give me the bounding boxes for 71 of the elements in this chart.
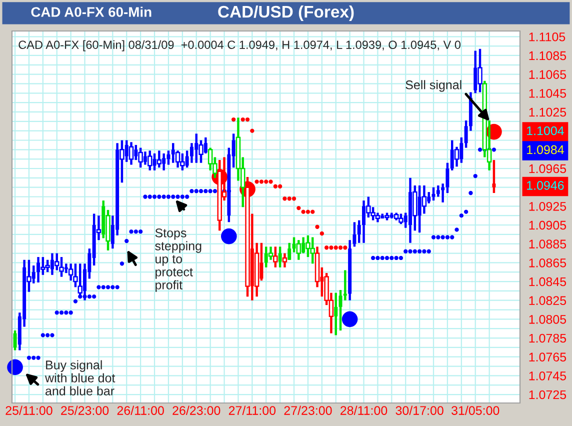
point	[250, 128, 254, 133]
candlestick	[432, 186, 436, 202]
point	[231, 117, 236, 122]
candlestick	[296, 238, 302, 261]
annotation: Stops stepping up to protect profit	[155, 228, 202, 292]
candlestick	[156, 149, 162, 169]
annotation: Buy signal with blue dot and blue bar	[45, 360, 116, 396]
y-tick-label: 1.0745	[529, 371, 566, 380]
text: CAD A0-FX 60-Min	[31, 6, 152, 17]
point	[343, 246, 348, 250]
y-tick-label: 1.1025	[529, 108, 566, 117]
y-tick-label: 1.0885	[529, 240, 566, 248]
y-tick-label: 1.0965	[529, 164, 566, 174]
x-tick-label: 27/23:00	[284, 406, 332, 415]
annotation: Sell signal	[406, 80, 462, 92]
candlestick	[492, 158, 496, 194]
x-tick-label: 25/11:00	[6, 406, 52, 415]
x-tick-label: 28/11:00	[340, 406, 388, 415]
y-tick-label: 1.0825	[529, 296, 566, 305]
y-tick-label: 1.0865	[529, 258, 566, 268]
point	[329, 246, 334, 250]
y-tick-label: 1.1105	[529, 32, 566, 42]
y-tick-label: 1.1085	[529, 51, 566, 60]
point	[287, 196, 292, 201]
y-tick-label: 1.0925	[529, 202, 566, 211]
y-tick-label: 1.1045	[529, 88, 566, 98]
point	[334, 246, 338, 250]
point	[268, 180, 273, 184]
y-tick-label: 1.1065	[529, 70, 566, 79]
text: CAD A0-FX [60-Min] 08/31/09 +0.0004 C 1.0949, H 1.0974, L 1.0939, O 1.0945, V 0	[18, 40, 461, 52]
x-tick-label: 27/11:00	[228, 406, 276, 415]
text: 1.0946	[527, 181, 564, 190]
y-tick-label: 1.0725	[529, 390, 566, 400]
candlestick	[138, 146, 143, 169]
point	[273, 184, 278, 188]
candlestick	[128, 141, 134, 166]
point	[315, 224, 320, 229]
point	[320, 231, 324, 236]
point	[282, 196, 287, 201]
x-tick-label: 26/11:00	[117, 406, 164, 415]
point	[296, 206, 301, 210]
candlestick	[288, 242, 292, 261]
y-tick-label: 1.0785	[529, 334, 566, 343]
point	[324, 246, 329, 250]
y-tick-label: 1.0765	[529, 352, 566, 362]
chart-title: CAD/USD (Forex)	[218, 5, 354, 21]
y-tick-label: 1.0905	[529, 220, 566, 230]
point	[254, 180, 259, 184]
x-tick-label: 25/23:00	[61, 406, 109, 415]
point	[338, 246, 343, 250]
candlestick	[278, 246, 282, 268]
point	[264, 180, 268, 184]
candlestick	[148, 149, 152, 172]
candlestick	[334, 292, 338, 336]
y-tick-label: 1.0805	[529, 314, 566, 324]
y-tick-label: 1.0845	[529, 277, 566, 286]
point	[306, 210, 310, 214]
point	[245, 117, 250, 122]
x-tick-label: 26/23:00	[172, 406, 220, 415]
point	[292, 196, 296, 201]
x-tick-label: 30/17:00	[396, 406, 444, 415]
point	[301, 210, 306, 214]
text: 1.1004	[527, 126, 564, 136]
x-tick-label: 31/05:00	[452, 406, 500, 415]
point	[278, 184, 282, 188]
point	[240, 117, 245, 122]
point	[310, 210, 315, 214]
candlestick	[282, 252, 288, 268]
candlestick	[13, 329, 17, 352]
text: 1.0984	[527, 145, 564, 154]
point	[259, 180, 264, 184]
